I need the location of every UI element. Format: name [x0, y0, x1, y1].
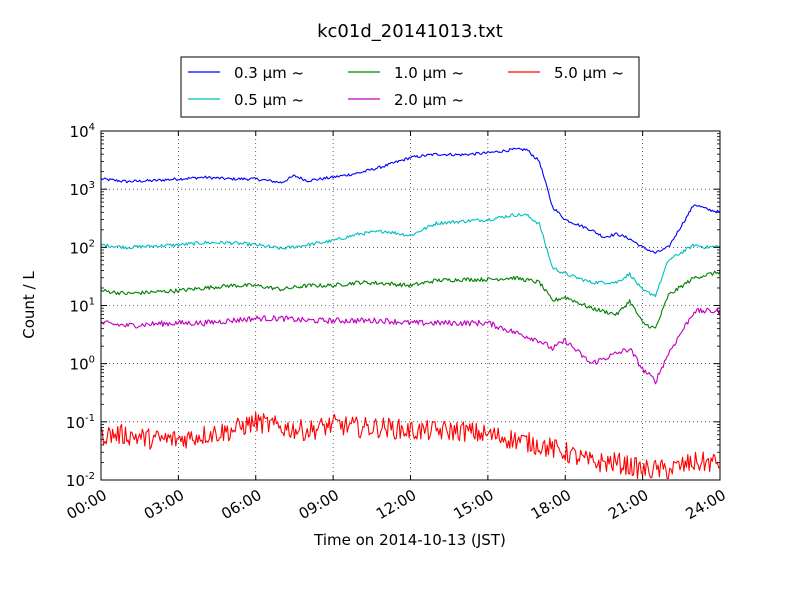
ticks	[100, 130, 721, 481]
legend-label-4: 5.0 μm ~	[554, 64, 624, 82]
y-tick-label: 100	[70, 355, 95, 374]
legend-label-3: 2.0 μm ~	[394, 91, 464, 109]
chart-title: kc01d_20141013.txt	[317, 21, 503, 42]
y-tick-labels: 10-2 10-1 100 101 102 103 104	[66, 122, 95, 490]
legend: 0.3 μm ~ 0.5 μm ~ 1.0 μm ~ 2.0 μm ~ 5.0 …	[180, 56, 640, 118]
y-tick-label: 10-1	[66, 413, 95, 432]
y-tick-label: 101	[70, 297, 95, 316]
y-tick-label: 10-2	[66, 471, 95, 490]
series-line-4	[100, 411, 721, 480]
x-axis-label: Time on 2014-10-13 (JST)	[313, 531, 506, 549]
series-line-0	[100, 147, 721, 254]
series-line-1	[100, 213, 721, 298]
legend-label-2: 1.0 μm ~	[394, 64, 464, 82]
series-layer	[100, 147, 721, 480]
y-tick-label: 102	[70, 238, 95, 257]
y-tick-label: 104	[70, 122, 95, 141]
legend-label-1: 0.5 μm ~	[234, 91, 304, 109]
legend-label-0: 0.3 μm ~	[234, 64, 304, 82]
series-line-3	[100, 307, 721, 385]
legend-box	[180, 56, 640, 118]
y-axis-label: Count / L	[20, 271, 38, 339]
series-line-2	[100, 270, 721, 329]
y-tick-label: 103	[70, 180, 95, 199]
